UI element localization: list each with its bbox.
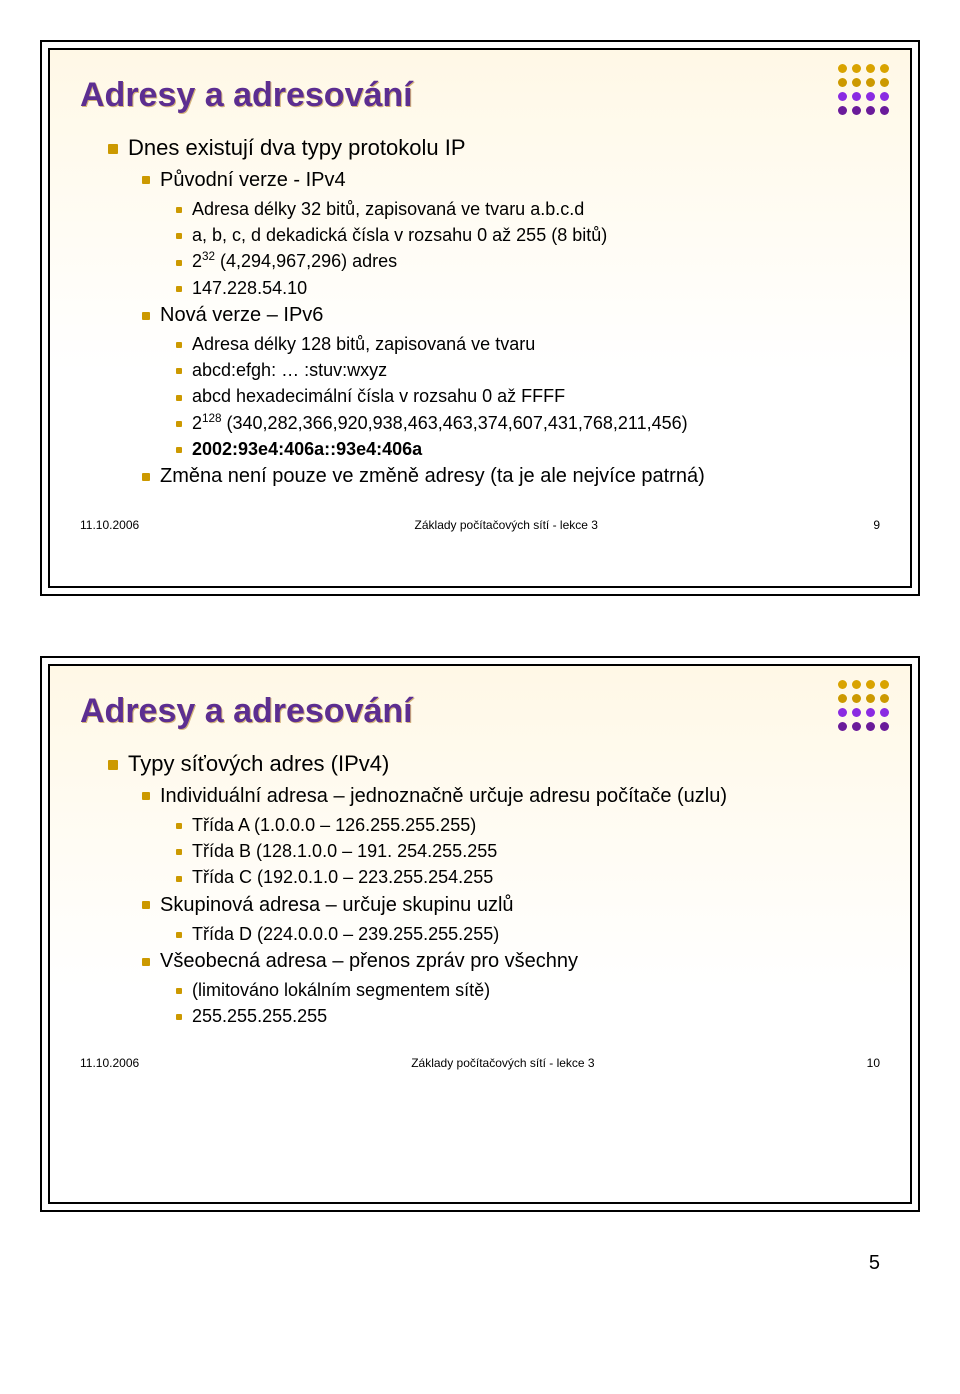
list-item: abcd hexadecimální čísla v rozsahu 0 až … [176,384,880,408]
bullet-icon [176,260,182,266]
item-text: Třída C (192.0.1.0 – 223.255.254.255 [192,867,493,887]
list-item: Dnes existují dva typy protokolu IP [108,133,880,163]
list-item: 255.255.255.255 [176,1004,880,1028]
item-text: 147.228.54.10 [192,278,307,298]
footer-center: Základy počítačových sítí - lekce 3 [139,518,873,532]
item-text: Adresa délky 32 bitů, zapisovaná ve tvar… [192,199,584,219]
slide-inner: Adresy a adresování Dnes existují dva ty… [48,48,912,588]
list-item: 2002:93e4:406a::93e4:406a [176,437,880,461]
content-list-2: Typy síťových adres (IPv4) Individuální a… [80,749,880,1028]
item-text: Třída A (1.0.0.0 – 126.255.255.255) [192,815,476,835]
list-item: Třída B (128.1.0.0 – 191. 254.255.255 [176,839,880,863]
item-text: 2128 (340,282,366,920,938,463,463,374,60… [192,413,688,433]
slide-title: Adresy a adresování [80,692,880,731]
list-item: 2128 (340,282,366,920,938,463,463,374,60… [176,411,880,435]
slide-2: Adresy a adresování Typy síťových adres … [40,656,920,1212]
bullet-icon [176,876,182,882]
list-item: Všeobecná adresa – přenos zpráv pro všec… [142,948,880,975]
footer-num: 9 [873,518,880,532]
bullet-icon [176,421,182,427]
bullet-icon [142,901,150,909]
page-number: 5 [40,1252,880,1275]
list-item: 147.228.54.10 [176,276,880,300]
list-item: Typy síťových adres (IPv4) [108,749,880,779]
bullet-icon [142,958,150,966]
corner-decoration [838,680,890,732]
item-text: Nová verze – IPv6 [160,304,323,326]
footer-date: 11.10.2006 [80,518,139,532]
item-text: Typy síťových adres (IPv4) [128,751,389,776]
content-list-1: Dnes existují dva typy protokolu IP Původ… [80,133,880,490]
bullet-icon [176,447,182,453]
item-text: abcd:efgh: … :stuv:wxyz [192,360,387,380]
bullet-icon [142,792,150,800]
item-text: Třída D (224.0.0.0 – 239.255.255.255) [192,924,499,944]
item-text: Všeobecná adresa – přenos zpráv pro všec… [160,950,578,972]
list-item: (limitováno lokálním segmentem sítě) [176,978,880,1002]
slide-footer: 11.10.2006 Základy počítačových sítí - l… [80,518,880,532]
list-item: Původní verze - IPv4 [142,167,880,194]
bullet-icon [176,849,182,855]
bullet-icon [142,312,150,320]
list-item: Třída A (1.0.0.0 – 126.255.255.255) [176,813,880,837]
list-item: Třída C (192.0.1.0 – 223.255.254.255 [176,865,880,889]
item-text: Původní verze - IPv4 [160,169,346,191]
bullet-icon [176,286,182,292]
list-item: Skupinová adresa – určuje skupinu uzlů [142,892,880,919]
slide-footer: 11.10.2006 Základy počítačových sítí - l… [80,1056,880,1070]
list-item: Individuální adresa – jednoznačně určuje… [142,783,880,810]
item-text: Změna není pouze ve změně adresy (ta je … [160,465,705,487]
footer-center: Základy počítačových sítí - lekce 3 [139,1056,866,1070]
bullet-icon [176,823,182,829]
bullet-icon [176,207,182,213]
corner-decoration [838,64,890,116]
slide-title: Adresy a adresování [80,76,880,115]
bullet-icon [108,760,118,770]
item-text: Adresa délky 128 bitů, zapisovaná ve tva… [192,334,535,354]
list-item: 232 (4,294,967,296) adres [176,249,880,273]
bullet-icon [176,932,182,938]
bullet-icon [176,233,182,239]
item-text: (limitováno lokálním segmentem sítě) [192,980,490,1000]
item-text: 255.255.255.255 [192,1006,327,1026]
bullet-icon [176,988,182,994]
bullet-icon [142,473,150,481]
bullet-icon [108,144,118,154]
item-text: 232 (4,294,967,296) adres [192,251,397,271]
bullet-icon [176,342,182,348]
item-text: Individuální adresa – jednoznačně určuje… [160,785,727,807]
list-item: Nová verze – IPv6 [142,302,880,329]
bullet-icon [176,395,182,401]
bullet-icon [176,368,182,374]
bullet-icon [142,176,150,184]
item-text: abcd hexadecimální čísla v rozsahu 0 až … [192,386,565,406]
list-item: Změna není pouze ve změně adresy (ta je … [142,463,880,490]
list-item: a, b, c, d dekadická čísla v rozsahu 0 a… [176,223,880,247]
item-text: Dnes existují dva typy protokolu IP [128,135,466,160]
list-item: Adresa délky 128 bitů, zapisovaná ve tva… [176,332,880,356]
item-text: a, b, c, d dekadická čísla v rozsahu 0 a… [192,225,607,245]
item-text: Třída B (128.1.0.0 – 191. 254.255.255 [192,841,497,861]
footer-date: 11.10.2006 [80,1056,139,1070]
list-item: Třída D (224.0.0.0 – 239.255.255.255) [176,922,880,946]
footer-num: 10 [867,1056,880,1070]
bullet-icon [176,1014,182,1020]
item-text: 2002:93e4:406a::93e4:406a [192,439,422,459]
slide-inner: Adresy a adresování Typy síťových adres … [48,664,912,1204]
slide-1: Adresy a adresování Dnes existují dva ty… [40,40,920,596]
item-text: Skupinová adresa – určuje skupinu uzlů [160,894,514,916]
list-item: Adresa délky 32 bitů, zapisovaná ve tvar… [176,197,880,221]
list-item: abcd:efgh: … :stuv:wxyz [176,358,880,382]
